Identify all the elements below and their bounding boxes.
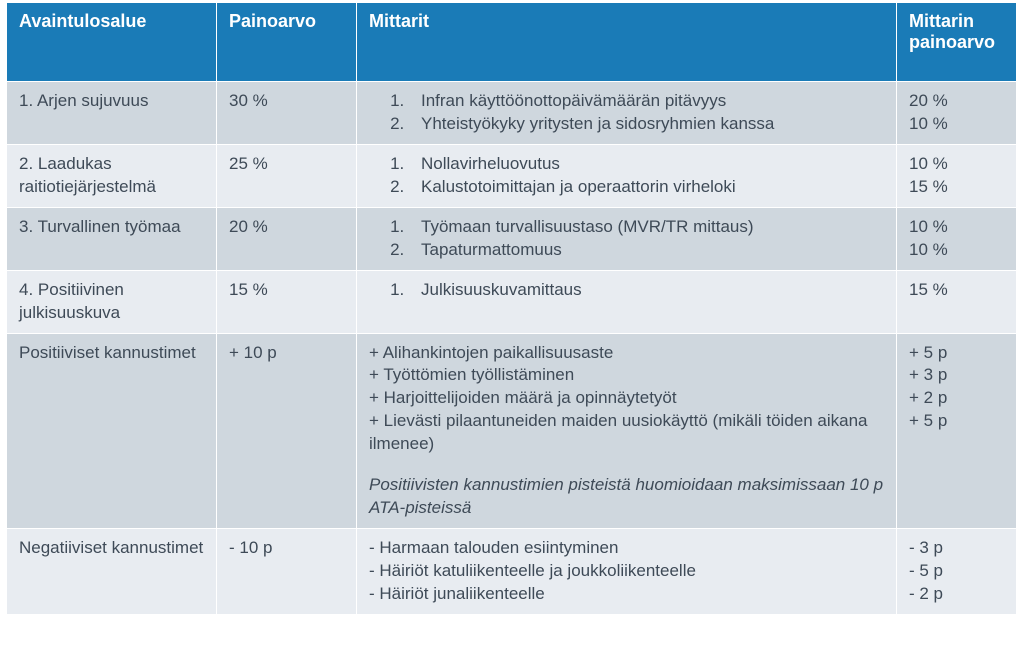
cell-metrics: + Alihankintojen paikallisuusaste + Työt… [357,333,897,529]
cell-weight: 30 % [217,82,357,145]
cell-metric-weights: + 5 p + 3 p + 2 p + 5 p [897,333,1017,529]
table-row: 3. Turvallinen työmaa 20 % Työmaan turva… [7,207,1017,270]
col-header-area: Avaintulosalue [7,3,217,82]
cell-metrics: Työmaan turvallisuustaso (MVR/TR mittaus… [357,207,897,270]
cell-area: 2. Laadukas raitiotiejärjestelmä [7,144,217,207]
table-row: 2. Laadukas raitiotiejärjestelmä 25 % No… [7,144,1017,207]
cell-metrics: Julkisuuskuvamittaus [357,270,897,333]
incentive-weight: + 2 p [909,387,1004,410]
cell-area: Positiiviset kannustimet [7,333,217,529]
cell-area: 1. Arjen sujuvuus [7,82,217,145]
cell-area: 3. Turvallinen työmaa [7,207,217,270]
incentive-item: - Harmaan talouden esiintyminen [369,537,884,560]
incentive-item: - Häiriöt junaliikenteelle [369,583,884,606]
metric-item: Nollavirheluovutus [409,153,884,176]
metric-weight: 10 % [909,239,1004,262]
col-header-mweight: Mittarin painoarvo [897,3,1017,82]
incentive-item: + Työttömien työllistäminen [369,364,884,387]
incentive-item: + Alihankintojen paikallisuusaste [369,342,884,365]
col-header-weight: Painoarvo [217,3,357,82]
incentive-weight: + 3 p [909,364,1004,387]
cell-metrics: Nollavirheluovutus Kalustotoimittajan ja… [357,144,897,207]
col-header-metric: Mittarit [357,3,897,82]
metric-item: Tapaturmattomuus [409,239,884,262]
cell-weight: - 10 p [217,529,357,615]
table-row: 4. Positiivinen julkisuuskuva 15 % Julki… [7,270,1017,333]
metric-weight: 10 % [909,153,1004,176]
cell-metric-weights: 20 % 10 % [897,82,1017,145]
table-row: 1. Arjen sujuvuus 30 % Infran käyttöönot… [7,82,1017,145]
cell-metrics: Infran käyttöönottopäivämäärän pitävyys … [357,82,897,145]
cell-area: Negatiiviset kannustimet [7,529,217,615]
key-results-table: Avaintulosalue Painoarvo Mittarit Mittar… [6,2,1017,615]
metric-weight: 10 % [909,113,1004,136]
incentive-item: + Lievästi pilaantuneiden maiden uusiokä… [369,410,884,456]
table-header-row: Avaintulosalue Painoarvo Mittarit Mittar… [7,3,1017,82]
cell-weight: 25 % [217,144,357,207]
metric-item: Yhteistyökyky yritysten ja sidosryhmien … [409,113,884,136]
metric-item: Julkisuuskuvamittaus [409,279,884,302]
metric-weight: 10 % [909,216,1004,239]
metric-weight: 15 % [909,176,1004,199]
table-row-positive-incentives: Positiiviset kannustimet + 10 p + Alihan… [7,333,1017,529]
cell-metric-weights: 10 % 15 % [897,144,1017,207]
incentive-weight: - 3 p [909,537,1004,560]
metric-weight: 20 % [909,90,1004,113]
cell-metric-weights: 10 % 10 % [897,207,1017,270]
cell-metric-weights: 15 % [897,270,1017,333]
metric-weight: 15 % [909,279,1004,302]
incentive-item: + Harjoittelijoiden määrä ja opinnäytety… [369,387,884,410]
cell-metric-weights: - 3 p - 5 p - 2 p [897,529,1017,615]
incentive-weight: + 5 p [909,342,1004,365]
metric-item: Kalustotoimittajan ja operaattorin virhe… [409,176,884,199]
incentive-note: Positiivisten kannustimien pisteistä huo… [369,474,884,520]
cell-weight: + 10 p [217,333,357,529]
cell-weight: 20 % [217,207,357,270]
page-root: Avaintulosalue Painoarvo Mittarit Mittar… [0,2,1024,647]
incentive-item: - Häiriöt katuliikenteelle ja joukkoliik… [369,560,884,583]
incentive-weight: + 5 p [909,410,1004,433]
cell-metrics: - Harmaan talouden esiintyminen - Häiriö… [357,529,897,615]
cell-area: 4. Positiivinen julkisuuskuva [7,270,217,333]
metric-item: Infran käyttöönottopäivämäärän pitävyys [409,90,884,113]
cell-weight: 15 % [217,270,357,333]
metric-item: Työmaan turvallisuustaso (MVR/TR mittaus… [409,216,884,239]
incentive-weight: - 2 p [909,583,1004,606]
table-row-negative-incentives: Negatiiviset kannustimet - 10 p - Harmaa… [7,529,1017,615]
incentive-weight: - 5 p [909,560,1004,583]
